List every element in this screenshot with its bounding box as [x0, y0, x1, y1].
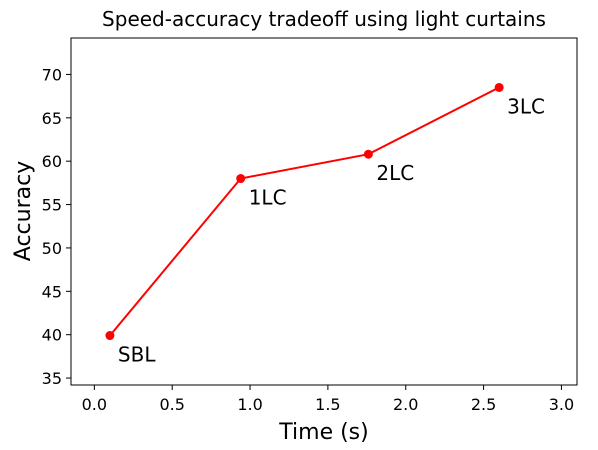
x-tick-label: 0.0 — [82, 395, 107, 414]
y-tick-label: 45 — [42, 282, 62, 301]
chart-title: Speed-accuracy tradeoff using light curt… — [102, 7, 546, 31]
x-tick-label: 2.5 — [471, 395, 496, 414]
data-point — [494, 82, 504, 92]
y-tick-label: 65 — [42, 109, 62, 128]
series-line — [109, 86, 500, 337]
plot-frame — [70, 37, 578, 386]
y-tick-label: 55 — [42, 196, 62, 215]
y-tick-label: 70 — [42, 65, 62, 84]
y-tick-label: 50 — [42, 239, 62, 258]
plot-area: 0.0 0.5 1.0 1.5 2.0 2.5 3.0 35 40 45 50 55 60 65 70 SBL… — [42, 37, 578, 414]
y-axis-label: Accuracy — [11, 161, 36, 261]
y-tick-label: 40 — [42, 326, 62, 345]
data-label: 1LC — [249, 186, 287, 210]
x-tick-label: 0.5 — [159, 395, 184, 414]
x-tick-label: 1.0 — [237, 395, 262, 414]
x-tick-label: 1.5 — [315, 395, 340, 414]
data-point — [363, 149, 373, 159]
x-tick-label: 3.0 — [549, 395, 574, 414]
y-tick-label: 60 — [42, 152, 62, 171]
x-axis-label: Time (s) — [278, 420, 368, 445]
data-point — [105, 331, 115, 341]
data-point — [236, 174, 246, 184]
data-label: SBL — [118, 343, 156, 367]
y-tick-label: 35 — [42, 369, 62, 388]
data-label: 2LC — [376, 161, 414, 185]
data-label: 3LC — [507, 94, 545, 118]
x-tick-label: 2.0 — [393, 395, 418, 414]
